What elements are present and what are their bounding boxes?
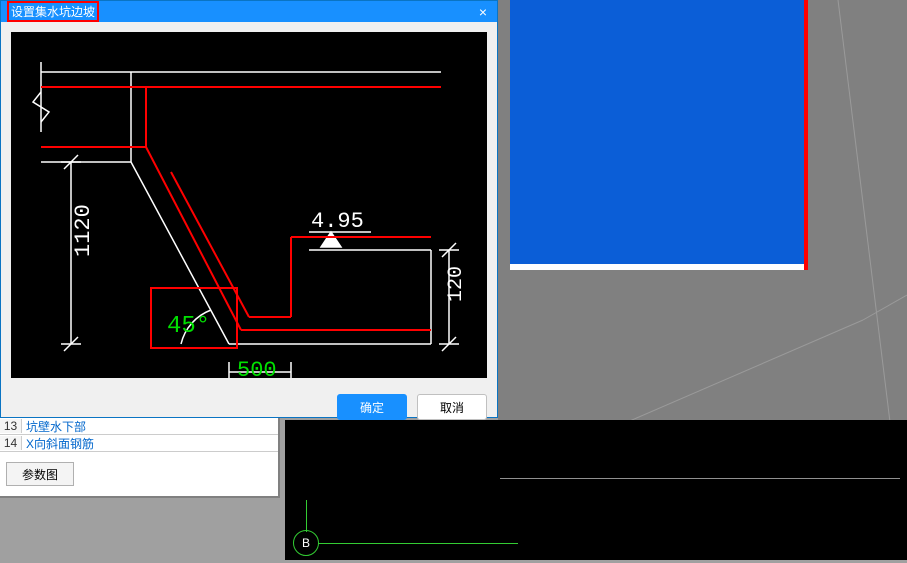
dim-ratio: 4.95 bbox=[311, 209, 364, 234]
floor-edge-line bbox=[500, 478, 900, 479]
dialog-titlebar[interactable]: 设置集水坑边坡 × bbox=[1, 1, 497, 22]
model-face bbox=[510, 0, 808, 264]
ok-button[interactable]: 确定 bbox=[337, 394, 407, 420]
dialog-button-row: 确定 取消 bbox=[1, 388, 497, 430]
section-diagram: 1120 45° 500 4.95 120 bbox=[11, 32, 487, 378]
axis-label: B bbox=[302, 536, 310, 550]
dim-width: 500 bbox=[237, 358, 277, 378]
close-button[interactable]: × bbox=[469, 1, 497, 22]
row-label: X向斜面钢筋 bbox=[22, 435, 94, 452]
cancel-button-label: 取消 bbox=[440, 399, 464, 416]
ok-button-label: 确定 bbox=[360, 399, 384, 416]
param-diagram-button[interactable]: 参数图 bbox=[6, 462, 74, 486]
cancel-button[interactable]: 取消 bbox=[417, 394, 487, 420]
dialog-title: 设置集水坑边坡 bbox=[7, 1, 99, 22]
table-row[interactable]: 14 X向斜面钢筋 bbox=[0, 435, 278, 452]
close-icon: × bbox=[479, 4, 487, 20]
row-number: 14 bbox=[0, 436, 22, 450]
slope-settings-dialog: 设置集水坑边坡 × bbox=[0, 0, 498, 418]
axis-marker: B bbox=[293, 530, 319, 556]
model-selected-edge bbox=[804, 0, 808, 270]
dim-angle: 45° bbox=[167, 313, 210, 340]
dim-depth: 120 bbox=[445, 266, 468, 302]
axis-line-vertical bbox=[306, 500, 307, 532]
viewport-2d[interactable] bbox=[285, 420, 907, 560]
dim-height: 1120 bbox=[71, 204, 96, 257]
section-diagram-svg: 1120 45° 500 4.95 120 bbox=[11, 32, 487, 378]
property-panel: 13 坑壁水下部 14 X向斜面钢筋 参数图 bbox=[0, 418, 280, 498]
axis-line-horizontal bbox=[318, 543, 518, 544]
param-button-label: 参数图 bbox=[22, 466, 58, 483]
